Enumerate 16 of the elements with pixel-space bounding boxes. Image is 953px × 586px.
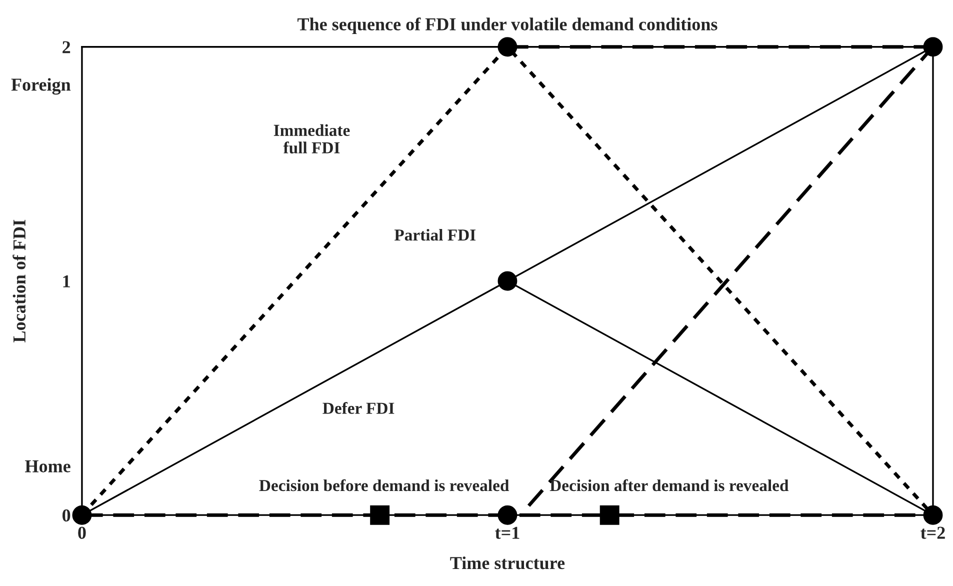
annotation: Decision after demand is revealed [550,479,789,492]
x-tick-label: 0 [78,526,86,539]
x-tick-label: t=2 [920,526,945,539]
x-tick-label: t=1 [495,526,520,539]
annotation: Defer FDI [322,402,394,414]
y-tick-label: Home [25,460,70,472]
y-tick-label: Foreign [11,78,71,95]
annotation: Partial FDI [394,228,476,241]
x-axis-title: Time structure [450,556,565,570]
annotation: Decision before demand is revealed [259,479,510,492]
y-tick-label: 2 [62,41,70,54]
y-axis-title: Location of FDI [12,220,26,342]
y-tick-label: 0 [62,509,70,522]
annotation: Immediate full FDI [274,124,350,154]
chart-title: The sequence of FDI under volatile demand conditions [298,18,718,34]
y-tick-label: 1 [63,275,70,288]
